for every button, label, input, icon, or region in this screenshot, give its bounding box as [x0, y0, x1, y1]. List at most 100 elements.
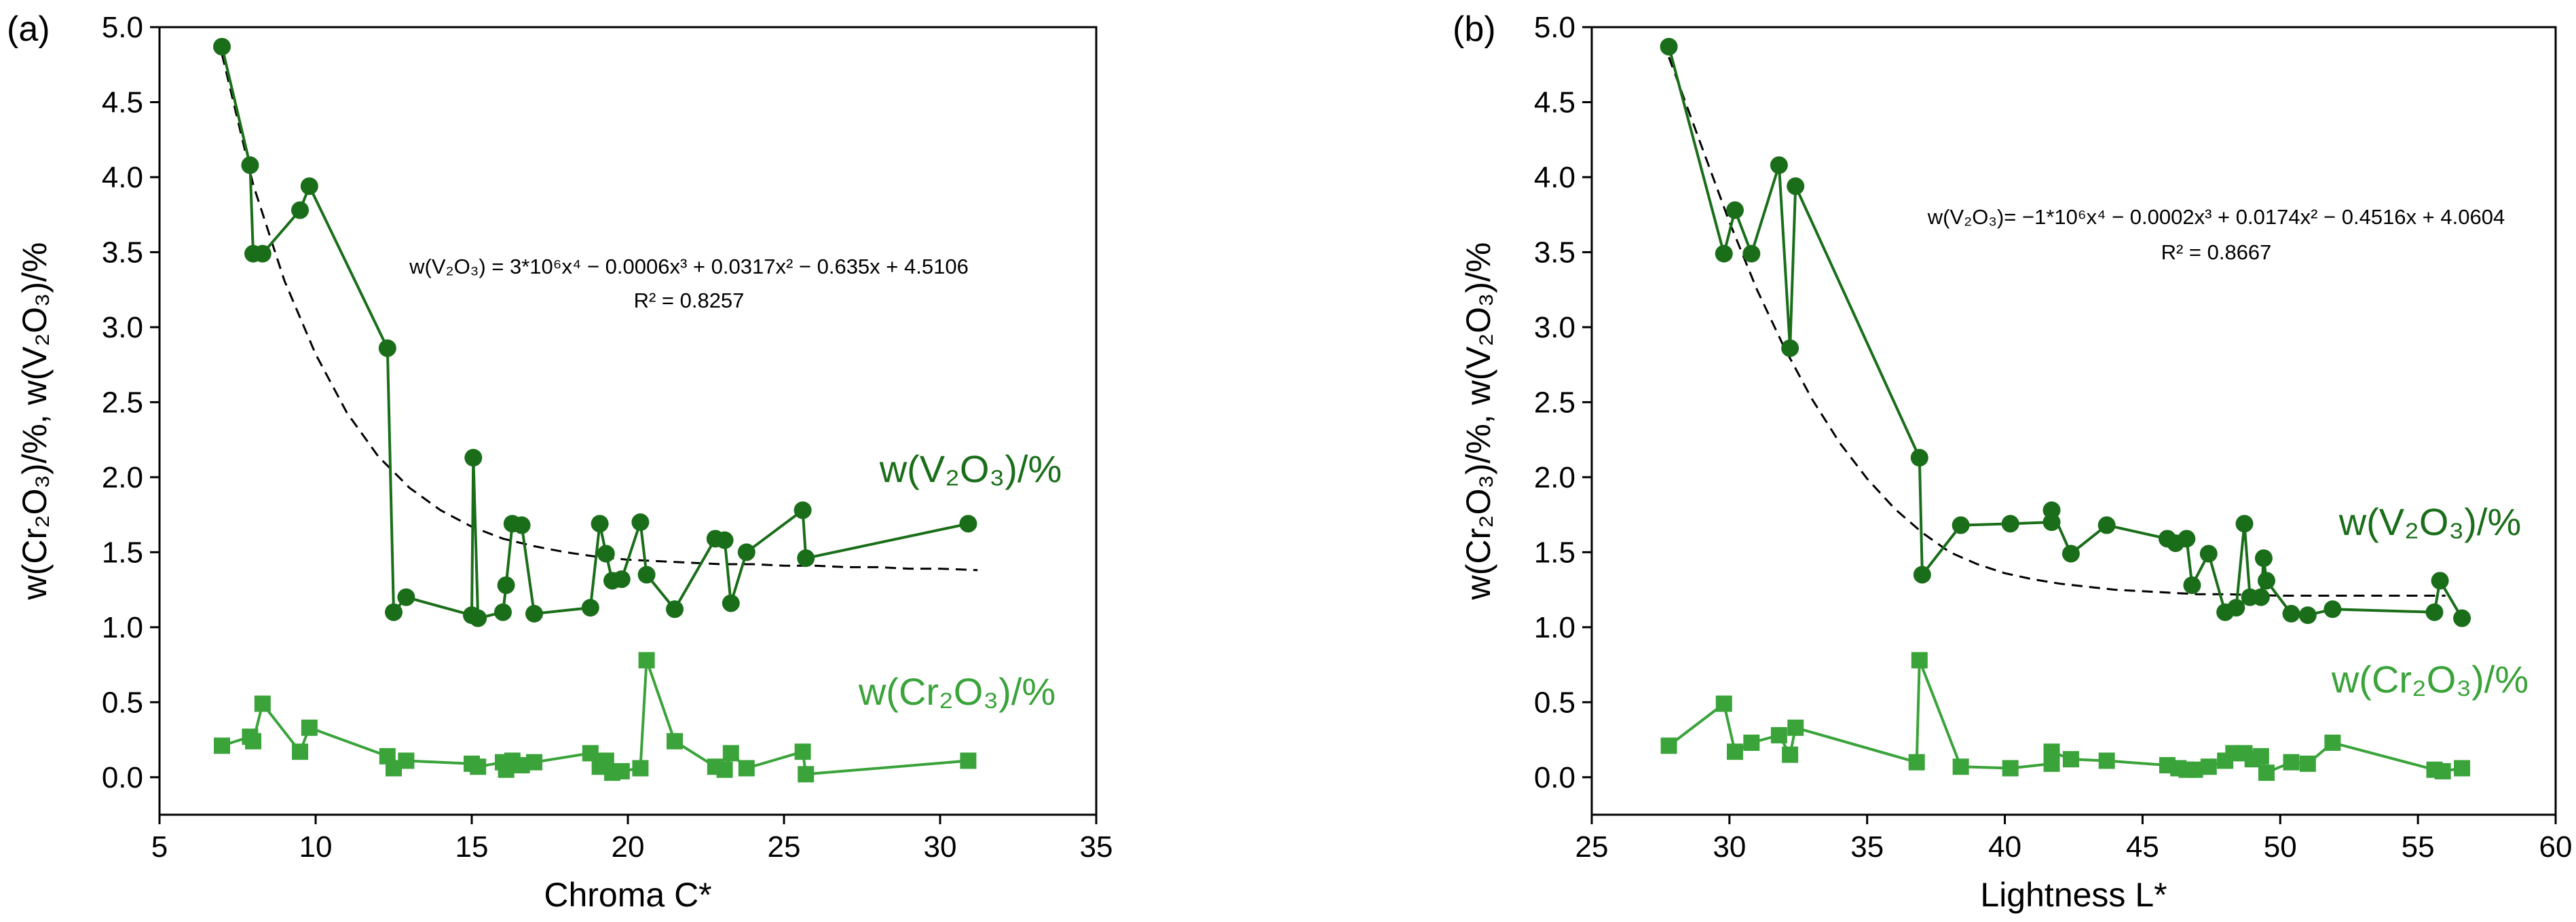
panel-b-y-tick-label: 3.5	[1534, 236, 1575, 269]
panel-a-x-tick-label: 5	[151, 830, 168, 864]
panel-a-y-tick-label: 1.0	[102, 611, 143, 644]
panel-a-v2o3-point	[737, 543, 755, 561]
panel-b-cr2o3-point	[1782, 746, 1799, 763]
panel-b-y-tick-label: 2.0	[1534, 461, 1575, 494]
panel-b-plot-frame	[1590, 26, 2557, 816]
panel-b-v2o3-point	[2183, 576, 2201, 594]
panel-a-v2o3-point	[397, 588, 415, 606]
panel-b-x-tick-label: 45	[2126, 830, 2159, 864]
panel-a-cr2o3-point	[738, 760, 755, 777]
panel-b-y-axis-label: w(Cr₂O₃)/%, w(V₂O₃)/%	[1459, 242, 1497, 601]
panel-b-cr2o3-series-label: w(Cr₂O₃)/%	[2331, 658, 2528, 701]
panel-b-cr2o3-point	[1743, 734, 1760, 751]
panel-a-v2o3-point	[253, 244, 272, 263]
panel-a-v2o3-point	[581, 599, 599, 617]
panel-a-v2o3-point	[797, 549, 815, 568]
panel-b-v2o3-point	[2258, 572, 2275, 590]
panel-a-cr2o3-point	[245, 733, 261, 750]
panel-a-v2o3-point	[291, 201, 309, 219]
panel-a-y-tick-label: 0.0	[102, 761, 143, 794]
panel-b-cr2o3-point	[2098, 752, 2115, 769]
panel-a-y-tick-label: 3.5	[102, 236, 143, 269]
panel-b-cr2o3-point	[2283, 754, 2300, 771]
panel-a-v2o3-point	[497, 576, 515, 594]
panel-b-y-tick-label: 1.5	[1534, 536, 1575, 569]
panel-a-v2o3-point	[300, 177, 318, 196]
panel-a-y-tick-label: 3.0	[102, 311, 143, 344]
panel-a-y-tick-label: 5.0	[102, 11, 143, 44]
panel-b-cr2o3-point	[1726, 743, 1743, 760]
panel-b-v2o3-point	[2323, 600, 2342, 619]
panel-a-x-tick-label: 20	[612, 830, 645, 864]
panel-b-v2o3-point	[2061, 545, 2080, 563]
panel-b-cr2o3-point	[2299, 755, 2316, 772]
panel-b-v2o3-point	[1770, 156, 1788, 174]
panel-b-cr2o3-point	[2454, 760, 2471, 777]
panel-b-x-tick-label: 60	[2539, 830, 2573, 864]
panel-a-cr2o3-point	[613, 762, 630, 779]
panel-b-x-tick-label: 40	[1988, 830, 2021, 864]
panel-a-cr2o3-point	[254, 695, 271, 712]
panel-a-x-tick-label: 25	[768, 830, 801, 864]
panel-b-cr2o3-point	[1952, 758, 1969, 775]
panel-b-equation: w(V₂O₃)= −1*10⁶x⁴ − 0.0002x³ + 0.0174x² …	[1927, 205, 2505, 229]
panel-a-v2o3-point	[715, 531, 734, 549]
panel-b: (b) 25 30 35 40 45 50 55 60 0.0 0.5 1.0 1.5 2.0 2.5 3.…	[1453, 10, 2572, 914]
panel-b-cr2o3-point	[1660, 737, 1677, 754]
panel-a-v2o3-point	[637, 566, 656, 584]
panel-a-y-tick-label: 2.5	[102, 386, 143, 419]
panel-b-v2o3-point	[2235, 515, 2254, 533]
panel-a-cr2o3-point	[292, 743, 308, 760]
panel-a-y-tick-label: 2.0	[102, 461, 143, 494]
panel-b-y-tick-label: 5.0	[1534, 11, 1575, 44]
panel-b-cr2o3-point	[1787, 719, 1804, 736]
panel-a-cr2o3-point	[638, 652, 655, 669]
panel-a-cr2o3-point	[716, 761, 733, 778]
panel-a-fit-group	[221, 54, 978, 572]
panel-a-v2o3-point	[631, 513, 650, 532]
panel-b-fit-group	[1668, 56, 2446, 597]
panel-a-v2o3-point	[794, 501, 812, 519]
panel-b-cr2o3-point	[2002, 760, 2019, 777]
panel-a-v2o3-point	[385, 603, 403, 621]
panel-a-v2o3-point	[597, 545, 615, 563]
panel-a-equation: w(V₂O₃) = 3*10⁶x⁴ − 0.0006x³ + 0.0317x² …	[409, 255, 969, 278]
panel-b-x-tick-label: 35	[1850, 830, 1884, 864]
panel-b-cr2o3-point	[1715, 695, 1732, 712]
panel-b-y-tick-label: 2.5	[1534, 386, 1575, 419]
panel-b-y-tick-label: 0.0	[1534, 761, 1575, 794]
panel-a-v2o3-point	[525, 604, 543, 623]
panel-a-v2o3-point	[591, 515, 609, 533]
panel-a-series-lines	[221, 46, 969, 776]
panel-a-x-axis-label: Chroma C*	[544, 876, 711, 914]
panel-a-x-tick-label: 10	[299, 830, 333, 864]
panel-a-y-tick-label: 4.0	[102, 161, 143, 194]
panel-a-y-axis-label: w(Cr₂O₃)/%, w(V₂O₃)/%	[16, 242, 54, 601]
panel-b-v2o3-series-label: w(V₂O₃)/%	[2338, 500, 2522, 543]
panel-a-x-tick-label: 30	[924, 830, 957, 864]
panel-b-cr2o3-point	[2043, 743, 2060, 760]
panel-a-cr2o3-point	[794, 743, 811, 760]
panel-b-cr2o3-point	[2186, 761, 2203, 778]
panel-b-v2o3-point	[1660, 37, 1678, 56]
panel-b-v2o3-point	[2252, 588, 2270, 606]
panel-b-v2o3-point	[2042, 501, 2061, 519]
panel-a-cr2o3-point	[798, 766, 815, 783]
panel-a-cr2o3-point	[214, 737, 230, 754]
panel-b-x-tick-label: 55	[2402, 830, 2435, 864]
panel-b-v2o3-point	[2282, 604, 2300, 623]
panel-b-y-tick-label: 1.0	[1534, 611, 1575, 644]
panel-b-v2o3-point	[2254, 549, 2273, 568]
panel-a-v2o3-point	[722, 594, 740, 612]
panel-a-v2o3-point	[469, 609, 487, 627]
panel-a-cr2o3-point	[960, 752, 977, 769]
panel-a-v2o3-point	[666, 600, 684, 619]
panel-b-v2o3-point	[2001, 515, 2019, 533]
panel-a-v2o3-point	[213, 37, 231, 56]
panel-b-v2o3-point	[1952, 516, 1970, 534]
panel-b-x-tick-label: 25	[1575, 830, 1609, 864]
panel-b-v2o3-point	[1715, 244, 1733, 263]
panel-b-v2o3-point	[1725, 201, 1744, 219]
